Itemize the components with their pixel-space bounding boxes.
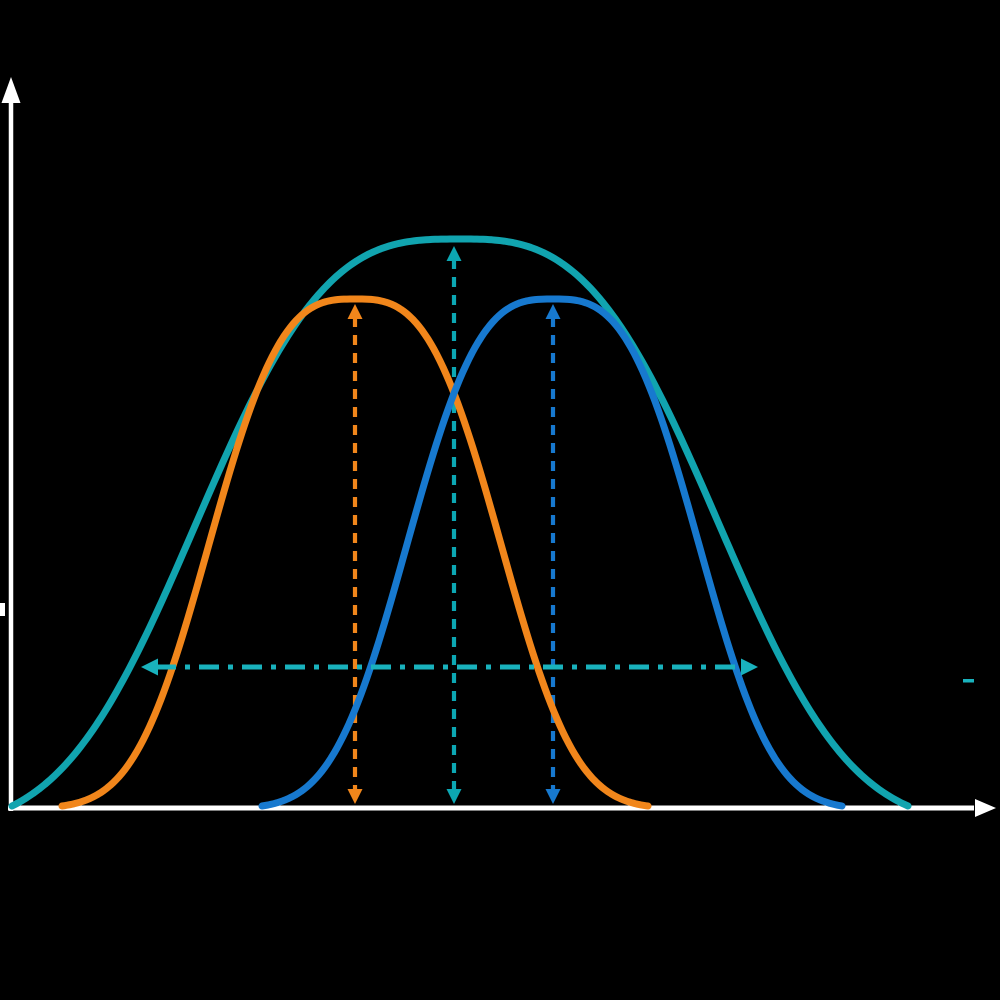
curve-right-distribution	[258, 295, 846, 810]
axes	[0, 77, 996, 817]
peak-arrow-left	[347, 304, 363, 804]
left-edge-mark	[0, 603, 5, 616]
curve-wide-distribution	[8, 235, 912, 810]
peak-arrow-wide-down-arrowhead-icon	[446, 789, 462, 804]
width-arrow	[141, 658, 758, 676]
peak-arrow-right-up-arrowhead-icon	[545, 304, 561, 319]
peak-arrow-right	[545, 304, 561, 804]
curve-left-distribution	[58, 295, 652, 810]
peak-arrow-wide-up-arrowhead-icon	[446, 246, 462, 261]
peak-arrow-left-up-arrowhead-icon	[347, 304, 363, 319]
peak-arrow-left-down-arrowhead-icon	[347, 789, 363, 804]
peak-arrow-right-down-arrowhead-icon	[545, 789, 561, 804]
peak-arrow-wide	[446, 246, 462, 804]
width-arrow-right-arrowhead-icon	[741, 658, 758, 676]
width-arrow-left-arrowhead-icon	[141, 658, 158, 676]
y-axis-arrowhead-icon	[1, 77, 21, 103]
x-axis-arrowhead-icon	[975, 799, 996, 817]
stray-teal-dash	[963, 679, 974, 683]
